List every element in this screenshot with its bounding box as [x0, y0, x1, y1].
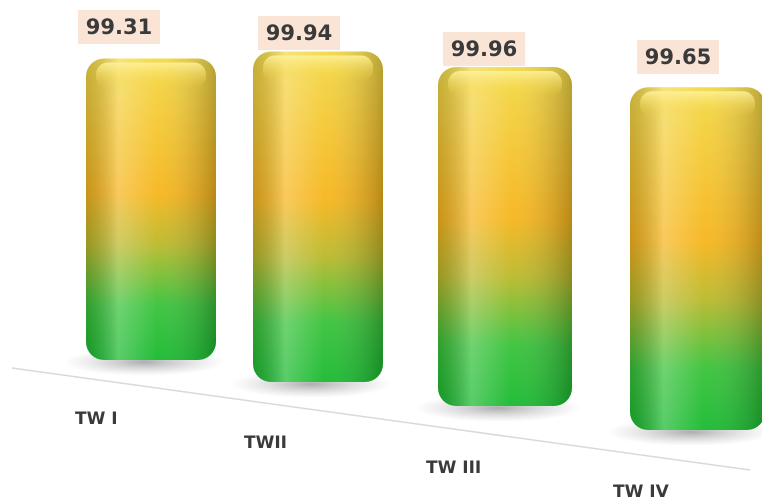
- bars-group: [63, 51, 762, 446]
- category-label-1: TW I: [75, 409, 118, 429]
- bar-cap-3: [448, 71, 562, 98]
- bar-shade-1: [86, 58, 216, 360]
- data-label-1: 99.31: [86, 15, 152, 39]
- category-label-2: TWII: [244, 433, 287, 453]
- bar-cap-2: [263, 55, 373, 82]
- data-label-box-1: [78, 10, 160, 44]
- data-labels-group: 99.31 99.94 99.96 99.65: [78, 10, 719, 74]
- data-label-2: 99.94: [266, 21, 332, 45]
- floor-line: [11, 367, 751, 471]
- bar-cap-1: [96, 62, 206, 89]
- data-label-3: 99.96: [451, 37, 517, 61]
- data-label-box-2: [258, 16, 340, 50]
- bar-cap-4: [640, 91, 755, 118]
- bar-shade-3: [438, 67, 572, 407]
- bar-shade-4: [630, 87, 762, 430]
- data-label-box-3: [443, 32, 525, 66]
- category-label-3: TW III: [426, 458, 481, 478]
- category-label-4: TW IV: [613, 482, 670, 502]
- data-label-4: 99.65: [645, 45, 711, 69]
- data-label-box-4: [637, 40, 719, 74]
- category-labels-group: TW I TWII TW III TW IV: [75, 409, 670, 502]
- bar-shade-2: [253, 51, 383, 383]
